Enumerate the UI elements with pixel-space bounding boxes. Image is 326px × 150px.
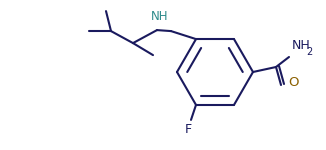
Text: O: O xyxy=(288,76,299,90)
Text: F: F xyxy=(185,123,192,136)
Text: NH: NH xyxy=(292,39,311,52)
Text: NH: NH xyxy=(151,10,169,23)
Text: 2: 2 xyxy=(306,47,312,57)
